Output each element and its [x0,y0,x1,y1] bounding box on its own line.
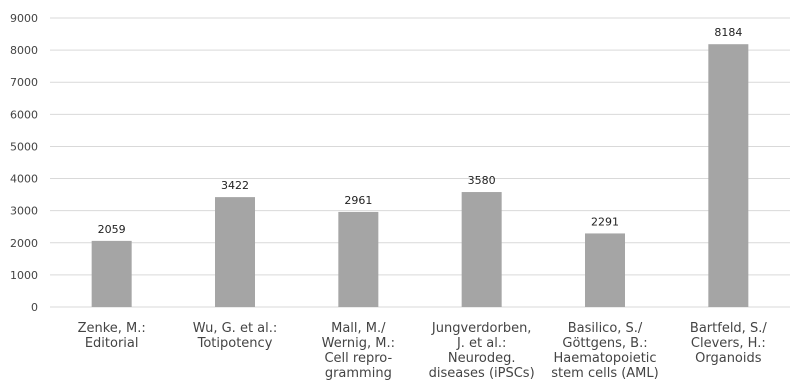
data-label-5: 8184 [714,26,742,39]
category-label-0-line-0: Zenke, M.: [78,321,146,336]
x-axis-labels: Zenke, M.:Editorial Wu, G. et al.:Totipot… [78,321,768,381]
y-tick-label-8: 8000 [10,44,38,57]
data-labels: 2059 3422 2961 3580 2291 8184 [98,26,743,236]
category-label-5-line-0: Bartfeld, S./ [690,321,767,336]
category-label-3-line-1: J. et al.: [456,336,506,351]
category-label-1-line-1: Totipotency [197,336,273,351]
bar-1 [215,197,255,307]
bar-5 [708,44,749,307]
data-label-1: 3422 [221,179,249,192]
bar-2 [338,211,379,307]
data-label-2: 2961 [344,194,372,207]
category-label-3-line-2: Neurodeg. [448,351,516,366]
category-label-5-line-1: Clevers, H.: [691,336,766,351]
y-tick-label-6: 6000 [10,108,38,121]
y-tick-label-4: 4000 [10,173,38,186]
gridlines [50,17,790,308]
y-tick-label-2: 2000 [10,237,38,250]
category-label-3-line-0: Jungverdorben, [431,321,532,336]
bar-3 [461,192,502,307]
category-label-2-line-0: Mall, M./ [331,321,386,336]
category-label-4-line-0: Basilico, S./ [568,321,643,336]
category-label-3-line-3: diseases (iPSCs) [429,366,535,381]
category-label-0-line-1: Editorial [85,336,139,351]
category-label-2-line-2: Cell repro- [324,351,392,366]
category-label-1: Wu, G. et al.:Totipotency [193,321,278,351]
category-label-2-line-3: gramming [325,366,392,381]
y-tick-label-3: 3000 [10,205,38,218]
data-label-4: 2291 [591,215,619,228]
bar-0 [91,240,132,307]
data-label-0: 2059 [98,223,126,236]
y-axis-ticks: 0 1000 2000 3000 4000 5000 6000 7000 8000 9000 [10,12,38,314]
category-label-4-line-3: stem cells (AML) [551,366,658,381]
category-label-2: Mall, M./Wernig, M.:Cell repro-gramming [322,321,395,381]
y-tick-label-0: 0 [31,301,38,314]
category-label-4-line-2: Haematopoietic [553,351,656,366]
category-label-3: Jungverdorben,J. et al.:Neurodeg.disease… [429,321,535,381]
category-label-1-line-0: Wu, G. et al.: [193,321,278,336]
category-label-5-line-2: Organoids [695,351,762,366]
y-tick-label-7: 7000 [10,76,38,89]
category-label-4: Basilico, S./Göttgens, B.:Haematopoietic… [551,321,658,381]
category-label-2-line-1: Wernig, M.: [322,336,395,351]
y-tick-label-1: 1000 [10,269,38,282]
category-label-5: Bartfeld, S./Clevers, H.:Organoids [690,321,767,366]
y-tick-label-5: 5000 [10,140,38,153]
category-label-4-line-1: Göttgens, B.: [562,336,647,351]
category-label-0: Zenke, M.:Editorial [78,321,146,351]
bar-4 [585,233,625,307]
y-tick-label-9: 9000 [10,12,38,25]
bars [91,44,749,307]
data-label-3: 3580 [468,174,496,187]
